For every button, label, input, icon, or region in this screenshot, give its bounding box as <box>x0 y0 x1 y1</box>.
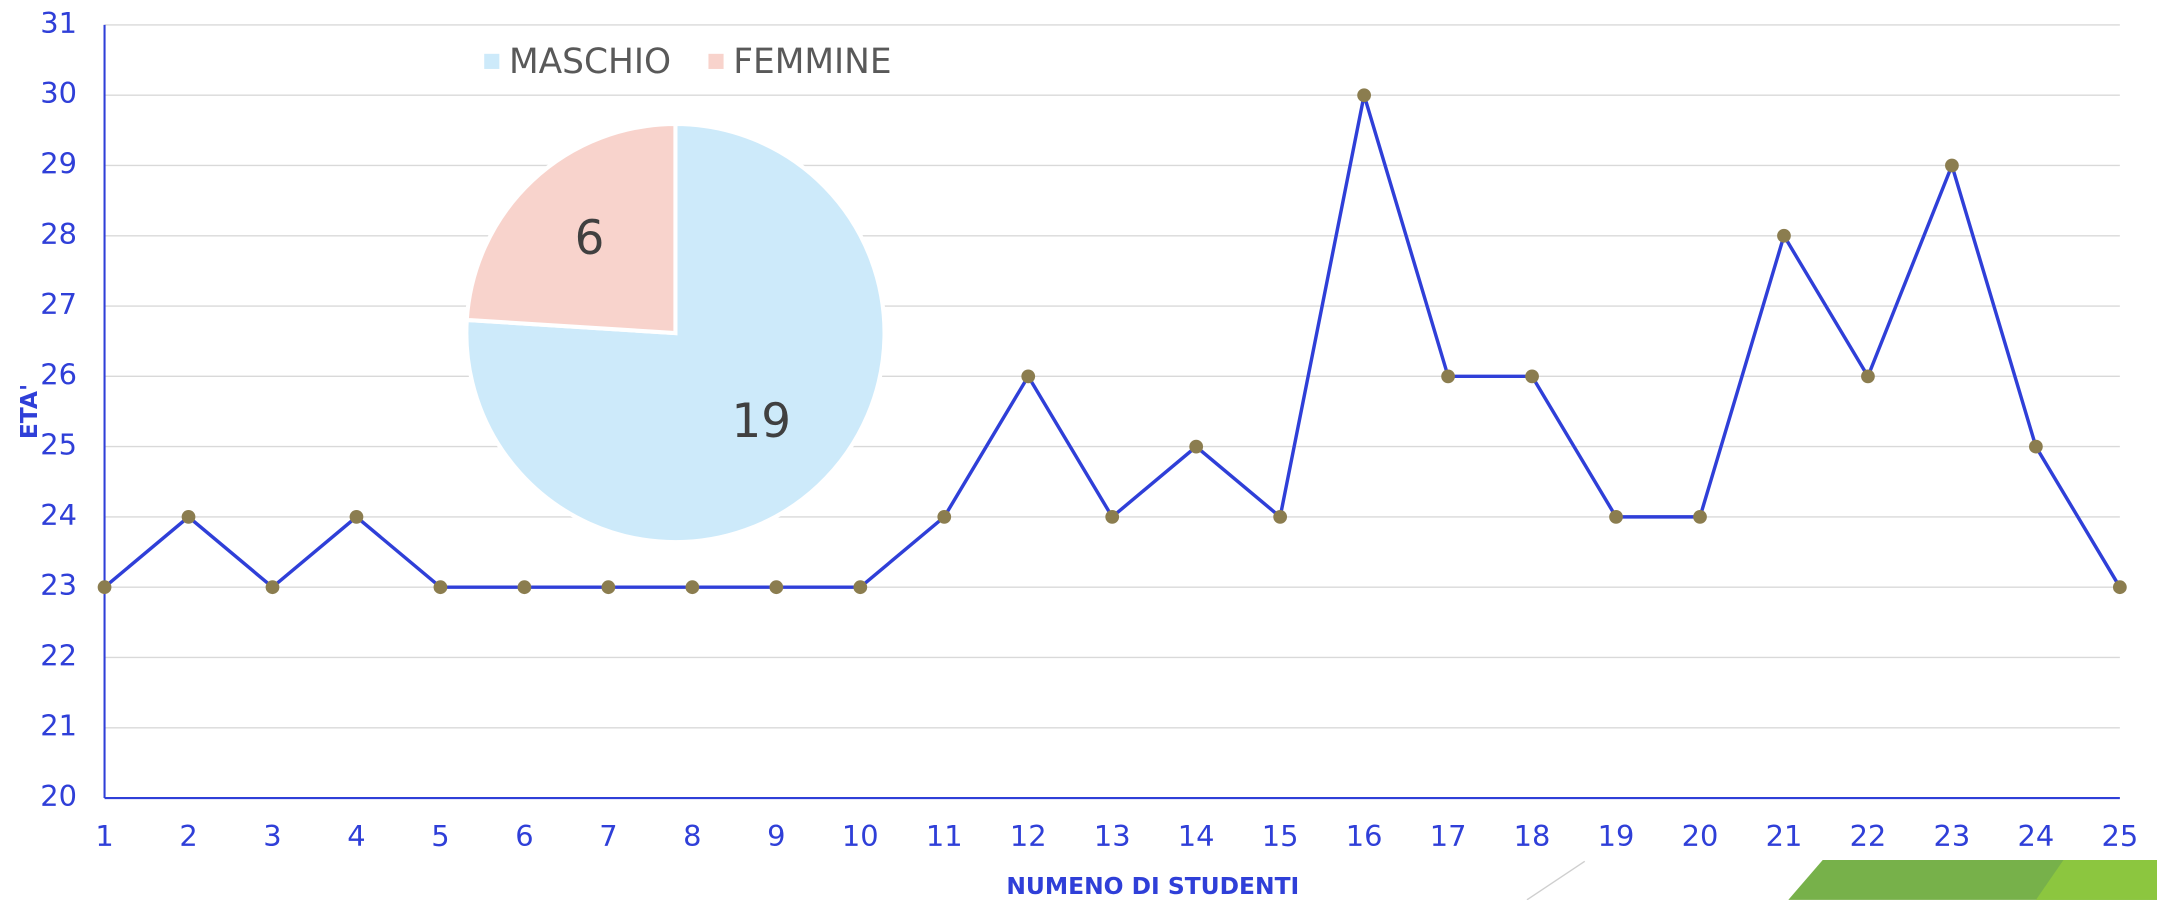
data-point <box>1021 369 1036 384</box>
data-point <box>349 510 364 524</box>
data-point <box>937 510 952 524</box>
y-tick-label: 30 <box>40 76 77 110</box>
y-tick-label: 22 <box>40 638 77 672</box>
x-tick-label: 20 <box>1682 819 1719 853</box>
y-axis-title: ETA' <box>15 384 43 439</box>
legend-label: FEMMINE <box>733 42 891 82</box>
data-point <box>2112 580 2127 595</box>
data-point <box>1945 158 1959 173</box>
x-tick-label: 9 <box>767 819 785 853</box>
y-tick-label: 20 <box>40 779 77 813</box>
data-label: 6 <box>575 212 605 266</box>
x-tick-label: 25 <box>2101 819 2138 853</box>
legend-swatch <box>484 53 500 69</box>
x-tick-label: 10 <box>842 819 879 853</box>
x-tick-label: 17 <box>1430 819 1467 853</box>
data-point <box>1273 510 1288 524</box>
x-tick-label: 13 <box>1094 819 1131 853</box>
y-tick-label: 21 <box>40 709 77 743</box>
y-tick-label: 28 <box>40 217 77 251</box>
y-tick-label: 24 <box>40 498 77 532</box>
x-axis-title: NUMENO DI STUDENTI <box>1006 872 1299 900</box>
x-tick-label: 7 <box>599 819 617 853</box>
x-tick-label: 18 <box>1514 819 1551 853</box>
x-tick-label: 22 <box>1850 819 1887 853</box>
x-tick-label: 3 <box>263 819 281 853</box>
y-tick-label: 27 <box>40 287 77 321</box>
y-tick-label: 23 <box>40 568 77 602</box>
data-point <box>1105 510 1120 524</box>
data-point <box>1777 228 1791 243</box>
data-point <box>601 580 616 595</box>
x-tick-label: 21 <box>1766 819 1803 853</box>
data-point <box>853 580 868 595</box>
data-point <box>1357 88 1371 103</box>
x-tick-label: 2 <box>179 819 197 853</box>
y-tick-label: 26 <box>40 357 77 391</box>
pie-slice <box>464 121 887 545</box>
x-tick-label: 15 <box>1262 819 1299 853</box>
data-point <box>1525 369 1539 384</box>
data-point <box>1861 369 1875 384</box>
x-tick-label: 23 <box>1934 819 1971 853</box>
y-tick-label: 31 <box>40 6 77 40</box>
x-tick-label: 6 <box>515 819 533 853</box>
x-tick-label: 4 <box>347 819 365 853</box>
data-point <box>433 580 448 595</box>
data-point <box>685 580 700 595</box>
x-tick-label: 11 <box>926 819 963 853</box>
y-tick-label: 25 <box>40 428 77 462</box>
pie-slice <box>464 121 678 336</box>
x-tick-label: 12 <box>1010 819 1047 853</box>
legend-label: MASCHIO <box>509 42 671 82</box>
data-point <box>2029 439 2043 454</box>
data-point <box>265 580 280 595</box>
data-point <box>1609 510 1623 524</box>
x-tick-label: 5 <box>431 819 449 853</box>
x-tick-label: 16 <box>1346 819 1383 853</box>
data-point <box>1441 369 1455 384</box>
data-point <box>769 580 784 595</box>
x-tick-label: 19 <box>1598 819 1635 853</box>
data-point <box>517 580 532 595</box>
x-tick-label: 8 <box>683 819 701 853</box>
decoration <box>2035 859 2157 900</box>
data-point <box>97 580 112 595</box>
legend-swatch <box>708 53 724 69</box>
data-point <box>1693 510 1707 524</box>
x-tick-label: 1 <box>95 819 113 853</box>
y-tick-label: 29 <box>40 146 77 180</box>
decoration <box>1526 860 1586 900</box>
data-point <box>181 510 196 524</box>
data-point <box>1189 439 1204 454</box>
x-tick-label: 14 <box>1178 819 1215 853</box>
x-tick-label: 24 <box>2018 819 2055 853</box>
data-label: 19 <box>732 395 792 449</box>
